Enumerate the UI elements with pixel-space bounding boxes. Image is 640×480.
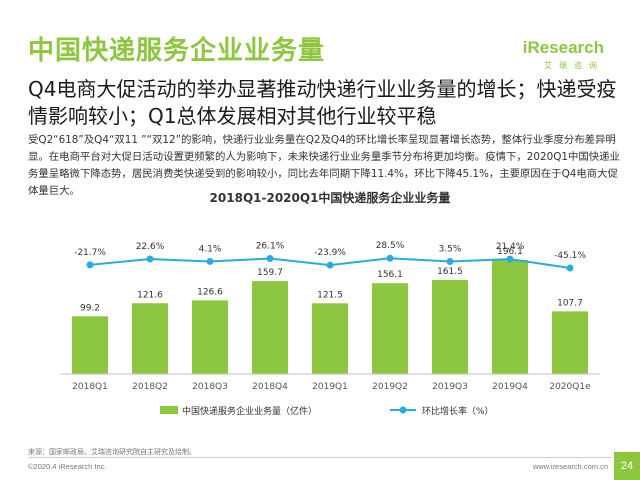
bar-2018Q2 (132, 303, 168, 374)
line-point-2018Q4 (266, 255, 274, 263)
legend-label-bar: 中国快递服务企业业务量（亿件） (182, 405, 317, 417)
legend-label-line: 环比增长率（%） (422, 405, 494, 417)
logo-subtext: 艾瑞咨询 (544, 61, 604, 70)
bar-2019Q1 (312, 303, 348, 374)
line-label-2018Q2: 22.6% (136, 242, 165, 252)
bar-2020Q1e (552, 311, 588, 374)
bar-2019Q4 (492, 259, 528, 374)
legend-swatch-bar (160, 406, 178, 414)
line-label-2020Q1e: -45.1% (554, 251, 586, 261)
line-point-2020Q1e (566, 264, 574, 272)
bar-2019Q3 (432, 280, 468, 374)
line-point-2019Q4 (506, 255, 514, 263)
line-point-2018Q1 (86, 261, 94, 269)
x-tick-2020Q1e: 2020Q1e (549, 382, 591, 392)
bar-label-2018Q4: 159.7 (257, 268, 283, 278)
body-paragraph: 受Q2“618”及Q4“双11 ”“双12”的影响，快递行业业务量在Q2及Q4的… (28, 134, 620, 197)
footer-copyright: ©2020.4 iResearch Inc. (28, 462, 107, 471)
x-tick-2018Q3: 2018Q3 (192, 382, 228, 392)
iresearch-logo: iResearch 艾瑞咨询 (523, 38, 604, 71)
logo-text: iResearch (522, 38, 604, 57)
bar-label-2020Q1e: 107.7 (557, 298, 583, 308)
bar-label-2019Q3: 161.5 (437, 267, 463, 277)
page-number: 24 (614, 452, 640, 480)
line-label-2018Q1: -21.7% (74, 248, 106, 258)
x-tick-2019Q2: 2019Q2 (372, 382, 408, 392)
page-title: 中国快递服务企业业务量 (28, 36, 326, 66)
line-point-2018Q3 (206, 257, 214, 265)
x-tick-2018Q2: 2018Q2 (132, 382, 168, 392)
x-tick-2018Q1: 2018Q1 (72, 382, 108, 392)
bar-label-2018Q2: 121.6 (137, 290, 163, 300)
chart-title: 2018Q1-2020Q1中国快递服务企业业务量 (210, 190, 451, 205)
bar-2019Q2 (372, 283, 408, 374)
line-label-2018Q3: 4.1% (199, 244, 222, 254)
x-tick-2019Q1: 2019Q1 (312, 382, 348, 392)
line-point-2018Q2 (146, 255, 154, 263)
line-point-2019Q1 (326, 261, 334, 269)
bar-2018Q3 (192, 300, 228, 374)
line-label-2019Q4: 21.4% (496, 242, 525, 252)
chart-container: 2018Q1-2020Q1中国快递服务企业业务量 99.2 121.6 126.6 1… (60, 190, 600, 444)
line-point-2019Q3 (446, 258, 454, 266)
line-label-2018Q4: 26.1% (256, 242, 285, 252)
footer-website: www.iresearch.com.cn (532, 462, 608, 471)
line-point-2019Q2 (386, 254, 394, 262)
x-tick-2019Q3: 2019Q3 (432, 382, 468, 392)
line-label-2019Q1: -23.9% (314, 248, 346, 258)
x-tick-2019Q4: 2019Q4 (492, 382, 528, 392)
bar-label-2018Q3: 126.6 (197, 287, 223, 297)
line-label-2019Q3: 3.5% (439, 245, 462, 255)
line-label-2019Q2: 28.5% (376, 241, 405, 251)
bar-2018Q4 (252, 281, 288, 374)
bar-label-2019Q1: 121.5 (317, 290, 343, 300)
headline: Q4电商大促活动的举办显著推动快递行业业务量的增长；快递受疫情影响较小；Q1总体… (28, 77, 617, 128)
chart-svg: 2018Q1-2020Q1中国快递服务企业业务量 99.2 121.6 126.6 1… (60, 190, 600, 417)
bar-label-2018Q1: 99.2 (80, 303, 100, 313)
bar-label-2019Q2: 156.1 (377, 270, 403, 280)
legend-swatch-line-dot (399, 406, 407, 414)
bar-2018Q1 (72, 316, 108, 374)
bar-label-2019Q4: 196.1 (497, 247, 523, 257)
x-tick-2018Q4: 2018Q4 (252, 382, 288, 392)
footer-divider (28, 457, 612, 458)
source-note: 来源：国家邮政局。艾瑞咨询研究院自主研究及绘制。 (28, 448, 196, 456)
